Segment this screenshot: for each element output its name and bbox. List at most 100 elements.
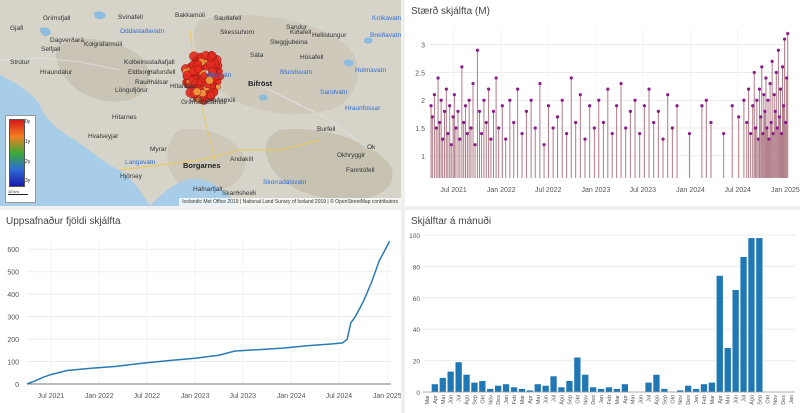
magnitude-point[interactable]	[484, 120, 488, 125]
magnitude-point[interactable]	[624, 126, 628, 130]
magnitude-point[interactable]	[583, 137, 587, 141]
magnitude-point[interactable]	[434, 126, 438, 130]
magnitude-point[interactable]	[610, 131, 614, 136]
magnitude-point[interactable]	[781, 104, 786, 108]
magnitude-point[interactable]	[687, 131, 692, 136]
monthly-bar[interactable]	[597, 388, 605, 392]
monthly-bar[interactable]	[487, 388, 494, 392]
magnitude-point[interactable]	[652, 120, 656, 125]
magnitude-point[interactable]	[477, 109, 482, 113]
magnitude-point[interactable]	[479, 131, 484, 136]
magnitude-point[interactable]	[759, 115, 763, 119]
magnitude-point[interactable]	[656, 109, 660, 113]
magnitude-point[interactable]	[451, 115, 455, 119]
magnitude-point[interactable]	[628, 109, 632, 113]
map-attribution[interactable]: Icelandic Met Office 2019 | National Lan…	[179, 198, 401, 206]
earthquake-marker[interactable]	[195, 97, 201, 103]
magnitude-point[interactable]	[760, 65, 764, 69]
monthly-bar[interactable]	[526, 390, 533, 392]
magnitude-point[interactable]	[766, 98, 770, 102]
magnitude-point[interactable]	[460, 65, 464, 69]
monthly-bar[interactable]	[502, 384, 510, 392]
cumulative-chart[interactable]: 0 100 200 300 400 500 600 Jul 2021 Jan 2022 Jul 2…	[0, 210, 401, 413]
magnitude-point[interactable]	[465, 131, 469, 136]
magnitude-point[interactable]	[742, 98, 746, 102]
magnitude-point[interactable]	[666, 93, 670, 97]
earthquake-marker[interactable]	[208, 51, 217, 60]
magnitude-point[interactable]	[489, 137, 493, 141]
monthly-bar[interactable]	[463, 374, 470, 392]
monthly-bar[interactable]	[685, 385, 692, 392]
magnitude-chart[interactable]: 1 1.5 2 2.5 3 Jul 2021 Jan 2022 Jul 2022 Jan 202…	[405, 0, 800, 206]
magnitude-point[interactable]	[448, 104, 452, 108]
magnitude-point[interactable]	[446, 131, 450, 136]
monthly-bar[interactable]	[756, 238, 763, 392]
monthly-bar[interactable]	[574, 357, 581, 393]
magnitude-point[interactable]	[546, 104, 551, 108]
magnitude-point[interactable]	[753, 126, 758, 130]
magnitude-point[interactable]	[601, 120, 606, 125]
magnitude-point[interactable]	[560, 98, 564, 102]
earthquake-marker[interactable]	[207, 67, 217, 77]
magnitude-point[interactable]	[482, 98, 486, 102]
earthquake-cluster[interactable]	[0, 0, 401, 206]
monthly-bar[interactable]	[748, 238, 755, 392]
earthquake-marker[interactable]	[215, 78, 222, 85]
magnitude-point[interactable]	[529, 98, 533, 102]
monthly-bar[interactable]	[471, 382, 478, 392]
magnitude-point[interactable]	[761, 131, 765, 136]
magnitude-point[interactable]	[638, 131, 642, 136]
magnitude-point[interactable]	[462, 120, 466, 125]
magnitude-point[interactable]	[606, 87, 610, 91]
magnitude-point[interactable]	[592, 126, 596, 130]
magnitude-point[interactable]	[774, 70, 778, 75]
monthly-bar[interactable]	[590, 387, 597, 392]
earthquake-marker[interactable]	[192, 87, 202, 97]
magnitude-point[interactable]	[785, 76, 789, 80]
magnitude-point[interactable]	[551, 126, 555, 130]
magnitude-point[interactable]	[500, 104, 504, 108]
magnitude-point[interactable]	[777, 115, 782, 119]
magnitude-point[interactable]	[784, 120, 788, 125]
monthly-bar[interactable]	[431, 384, 438, 392]
magnitude-point[interactable]	[475, 48, 480, 52]
magnitude-point[interactable]	[436, 76, 440, 80]
magnitude-point[interactable]	[661, 137, 665, 141]
magnitude-point[interactable]	[574, 120, 578, 125]
magnitude-point[interactable]	[512, 120, 516, 125]
monthly-bar[interactable]	[605, 387, 613, 392]
monthly-bar[interactable]	[740, 257, 747, 392]
monthly-bar[interactable]	[534, 384, 541, 392]
monthly-bar[interactable]	[716, 275, 723, 392]
earthquake-marker[interactable]	[194, 64, 203, 73]
magnitude-point[interactable]	[432, 93, 437, 97]
monthly-bar[interactable]	[439, 377, 446, 392]
monthly-bar[interactable]	[613, 388, 620, 392]
magnitude-point[interactable]	[755, 98, 759, 102]
magnitude-point[interactable]	[769, 120, 773, 125]
magnitude-point[interactable]	[633, 98, 637, 102]
monthly-chart-panel[interactable]: Skjálftar á mánuði 0 20 40 60 80 100 Mar Apr Maí…	[405, 210, 800, 413]
magnitude-point[interactable]	[486, 87, 491, 91]
monthly-bar[interactable]	[700, 384, 708, 392]
magnitude-point[interactable]	[670, 126, 674, 130]
magnitude-point[interactable]	[745, 120, 749, 125]
magnitude-point[interactable]	[615, 104, 619, 108]
monthly-bar[interactable]	[692, 388, 700, 392]
magnitude-point[interactable]	[439, 98, 443, 102]
magnitude-point[interactable]	[452, 93, 456, 97]
magnitude-point[interactable]	[565, 131, 569, 136]
magnitude-point[interactable]	[508, 98, 512, 102]
magnitude-point[interactable]	[578, 93, 582, 97]
earthquake-marker[interactable]	[200, 72, 208, 80]
monthly-bar[interactable]	[582, 374, 589, 392]
magnitude-point[interactable]	[524, 109, 529, 113]
magnitude-point[interactable]	[647, 87, 651, 91]
magnitude-point[interactable]	[764, 76, 768, 80]
magnitude-point[interactable]	[473, 143, 477, 147]
magnitude-point[interactable]	[770, 59, 774, 63]
magnitude-point[interactable]	[458, 137, 462, 141]
magnitude-point[interactable]	[722, 131, 726, 136]
earthquake-marker[interactable]	[205, 76, 214, 85]
